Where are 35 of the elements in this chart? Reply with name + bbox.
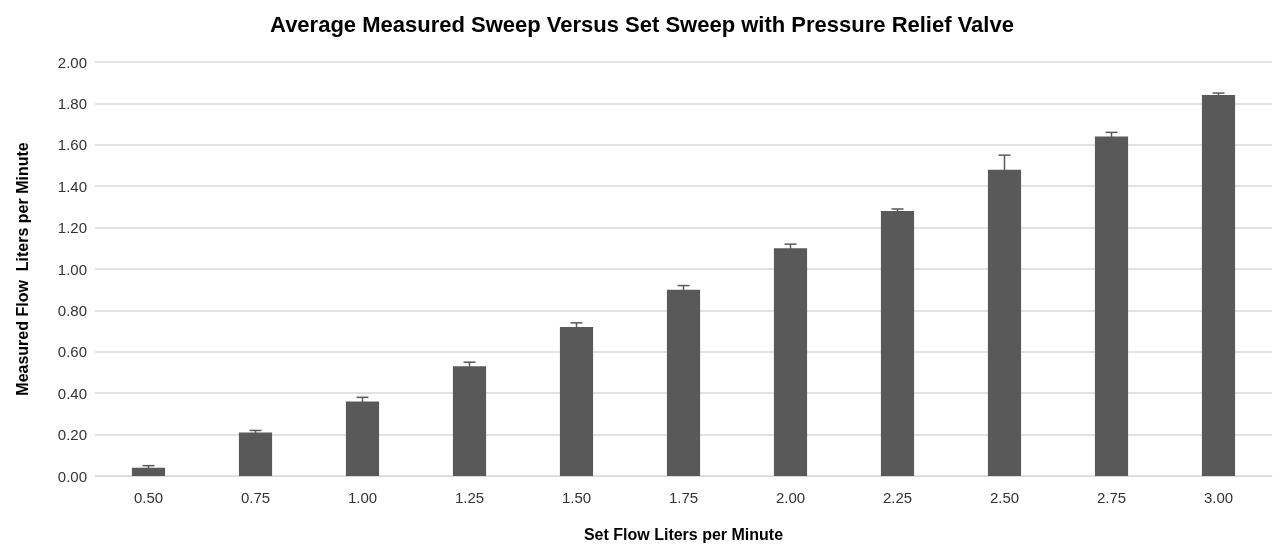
bar bbox=[238, 432, 273, 476]
y-tick-label: 1.80 bbox=[57, 94, 87, 112]
y-tick-label: 1.20 bbox=[57, 219, 87, 237]
bar bbox=[559, 326, 594, 476]
x-tick-label: 0.75 bbox=[240, 489, 271, 506]
y-tick-label: 0.60 bbox=[57, 343, 87, 361]
chart-title: Average Measured Sweep Versus Set Sweep with Pressure Relief Valve bbox=[270, 11, 1014, 37]
x-tick-label: 1.50 bbox=[561, 489, 592, 506]
x-tick-label: 2.75 bbox=[1096, 489, 1127, 506]
y-tick-label: 0.00 bbox=[57, 467, 87, 485]
x-axis-title: Set Flow Liters per Minute bbox=[583, 525, 784, 543]
bar bbox=[131, 467, 166, 476]
y-axis-title: Measured Flow Liters per Minute bbox=[13, 142, 31, 396]
x-tick-label: 1.75 bbox=[668, 489, 699, 506]
y-tick-label: 0.80 bbox=[57, 301, 87, 319]
x-tick-label: 2.25 bbox=[882, 489, 913, 506]
y-tick-label: 0.20 bbox=[57, 426, 87, 444]
bar bbox=[345, 401, 380, 476]
x-tick-label: 1.25 bbox=[454, 489, 485, 506]
y-tick-label: 0.40 bbox=[57, 384, 87, 402]
y-tick-label: 1.00 bbox=[57, 260, 87, 278]
bar bbox=[880, 211, 915, 476]
x-tick-label: 2.00 bbox=[775, 489, 806, 506]
y-tick-label: 2.00 bbox=[57, 53, 87, 71]
x-tick-label: 0.50 bbox=[133, 489, 164, 506]
bar bbox=[773, 248, 808, 476]
bar bbox=[666, 289, 701, 476]
y-tick-label: 1.60 bbox=[57, 136, 87, 154]
x-tick-label: 2.50 bbox=[989, 489, 1020, 506]
x-tick-label: 1.00 bbox=[347, 489, 378, 506]
bar bbox=[452, 366, 487, 476]
x-tick-label: 3.00 bbox=[1203, 489, 1234, 506]
y-tick-label: 1.40 bbox=[57, 177, 87, 195]
bar bbox=[1094, 136, 1129, 476]
bar bbox=[1201, 95, 1236, 476]
